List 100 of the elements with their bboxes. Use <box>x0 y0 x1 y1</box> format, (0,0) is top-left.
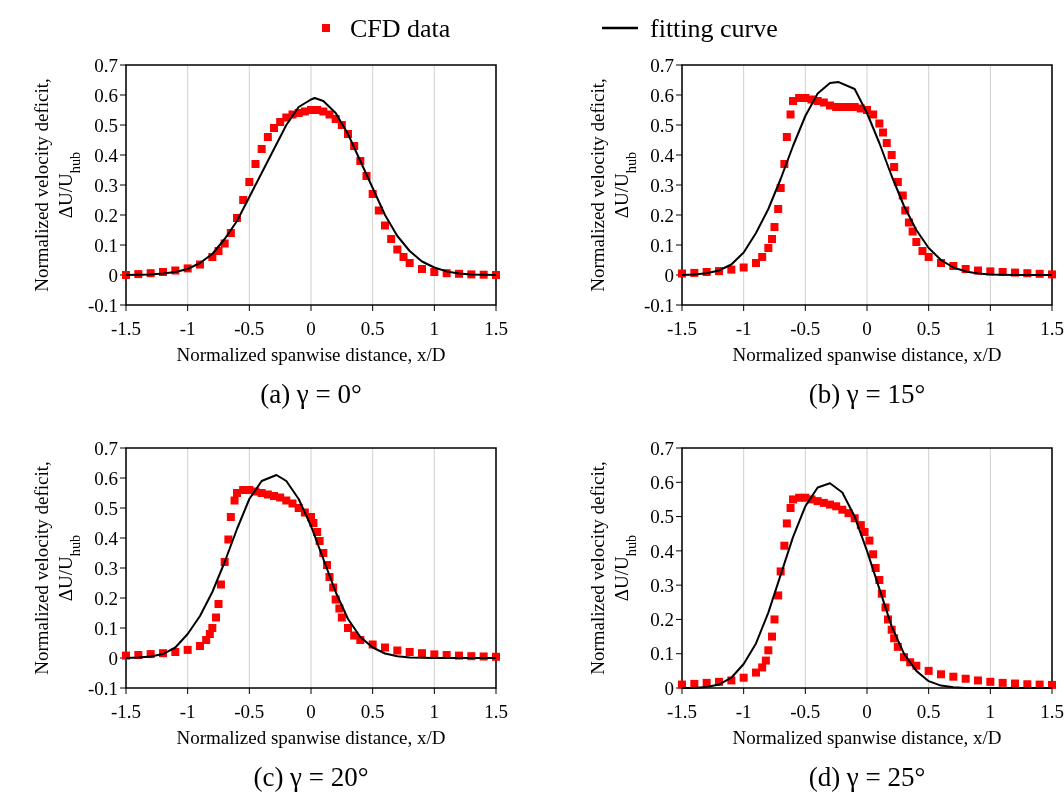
point <box>405 259 414 267</box>
x-tick-label: 1 <box>985 701 996 722</box>
point <box>912 238 921 246</box>
x-tick-label: 0 <box>862 701 872 722</box>
x-tick-label: 1 <box>429 318 440 339</box>
y-tick-label: 0.2 <box>650 609 674 631</box>
x-tick-label: 0.5 <box>916 701 941 722</box>
point <box>869 550 878 559</box>
y-tick-label: 0.6 <box>650 84 674 106</box>
point <box>890 163 899 171</box>
x-tick-label: 0.5 <box>360 318 385 339</box>
y-tick-label: 0.5 <box>650 114 674 136</box>
point <box>183 645 192 654</box>
point <box>770 223 779 231</box>
x-tick-label: 1.5 <box>1040 701 1064 722</box>
point <box>768 235 777 243</box>
y-tick-label: -0.1 <box>87 294 118 316</box>
x-tick-label: -0.5 <box>790 701 821 722</box>
x-tick-label: -1.5 <box>666 701 698 722</box>
point <box>381 643 389 652</box>
point <box>887 151 896 159</box>
point <box>393 245 402 254</box>
point <box>752 259 760 267</box>
point <box>879 128 888 137</box>
y-tick-label: 0.4 <box>94 527 119 549</box>
y-tick-label: -0.1 <box>87 677 118 699</box>
point <box>918 247 927 255</box>
point <box>949 672 958 681</box>
y-tick-label: 0.5 <box>94 497 118 519</box>
text: (d) γ = 25° <box>808 762 926 792</box>
y-tick-label: 0.6 <box>94 467 118 489</box>
x-tick-label: 0.5 <box>360 701 385 722</box>
point <box>418 649 426 658</box>
y-tick-label: 0.3 <box>94 557 118 579</box>
x-axis-title: Normalized spanwise distance, x/D <box>732 344 1002 365</box>
point <box>251 160 260 168</box>
point <box>986 677 995 686</box>
x-axis-title: Normalized spanwise distance, x/D <box>176 344 446 365</box>
x-tick-label: 0 <box>306 701 316 722</box>
x-axis-title: Normalized spanwise distance, x/D <box>176 727 446 748</box>
point <box>780 541 789 550</box>
x-tick-label: -1.5 <box>110 318 142 339</box>
point <box>865 536 874 545</box>
point <box>786 110 795 119</box>
point <box>387 235 396 243</box>
point <box>838 505 847 514</box>
point <box>239 196 248 204</box>
y-tick-label: 0.7 <box>650 54 674 76</box>
point <box>875 119 884 128</box>
x-tick-label: -1.5 <box>110 701 142 722</box>
y-tick-label: 0.7 <box>94 437 118 459</box>
y-tick-label: 0 <box>664 264 674 286</box>
y-tick-label: 0.4 <box>650 144 675 166</box>
x-tick-label: -1 <box>735 701 752 722</box>
x-tick-label: 0 <box>862 318 872 339</box>
y-tick-label: -0.1 <box>643 294 674 316</box>
x-tick-label: 1 <box>985 318 996 339</box>
y-tick-label: 0 <box>108 264 118 286</box>
x-tick-label: -1 <box>179 701 196 722</box>
y-tick-label: 0.4 <box>650 540 675 562</box>
point <box>196 642 204 650</box>
point <box>764 244 773 252</box>
point <box>937 670 945 679</box>
y-tick-label: 0.6 <box>650 471 674 493</box>
x-tick-label: -1.5 <box>666 318 698 339</box>
point <box>998 678 1007 687</box>
point <box>230 496 239 505</box>
x-tick-label: 0.5 <box>916 318 941 339</box>
y-tick-label: 0.2 <box>94 204 118 226</box>
point <box>216 580 225 589</box>
point <box>974 676 982 685</box>
point <box>208 624 217 632</box>
point <box>319 107 328 116</box>
point <box>263 133 272 141</box>
point <box>344 624 352 632</box>
x-tick-label: -1 <box>735 318 752 339</box>
y-tick-label: 0.6 <box>94 84 118 106</box>
point <box>727 265 736 274</box>
point <box>226 513 235 521</box>
x-tick-label: -0.5 <box>790 318 821 339</box>
x-axis-title: Normalized spanwise distance, x/D <box>732 727 1002 748</box>
point <box>869 110 878 119</box>
point <box>381 221 389 230</box>
point <box>924 253 933 261</box>
x-tick-label: 1.5 <box>484 318 508 339</box>
point <box>961 674 970 683</box>
point <box>786 504 795 512</box>
y-tick-label: 0.1 <box>94 234 118 256</box>
y-tick-label: 0.3 <box>94 174 118 196</box>
point <box>212 613 221 622</box>
point <box>782 133 791 141</box>
text: (b) γ = 15° <box>808 379 926 409</box>
text: (a) γ = 0° <box>260 379 362 409</box>
y-tick-label: 0.3 <box>650 574 674 596</box>
point <box>774 205 783 213</box>
legend-label: CFD data <box>350 14 451 44</box>
point <box>405 648 414 656</box>
point <box>860 528 869 536</box>
point <box>782 519 791 528</box>
y-tick-label: 0.4 <box>94 144 119 166</box>
